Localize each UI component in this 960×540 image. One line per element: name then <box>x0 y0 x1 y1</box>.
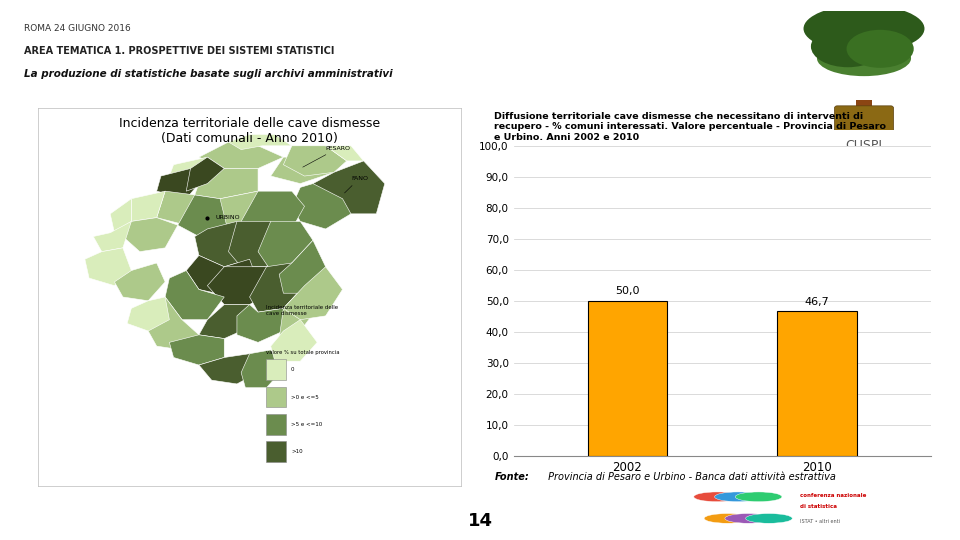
Bar <box>267 387 285 407</box>
Polygon shape <box>144 297 199 350</box>
Text: valore % su totale provincia: valore % su totale provincia <box>267 350 340 355</box>
Ellipse shape <box>817 40 911 76</box>
Polygon shape <box>169 335 225 365</box>
Text: Incidenza territoriale delle cave dismesse
(Dati comunali - Anno 2010): Incidenza territoriale delle cave dismes… <box>119 118 380 145</box>
Text: Diffusione territoriale cave dismesse che necessitano di interventi di
recupero : Diffusione territoriale cave dismesse ch… <box>494 112 886 141</box>
Ellipse shape <box>811 25 885 68</box>
Polygon shape <box>127 297 169 331</box>
Bar <box>267 360 285 380</box>
Circle shape <box>746 514 792 523</box>
Circle shape <box>704 514 751 523</box>
Text: conferenza nazionale: conferenza nazionale <box>800 493 867 498</box>
Polygon shape <box>279 240 325 293</box>
Polygon shape <box>250 263 304 312</box>
Polygon shape <box>283 146 347 176</box>
Polygon shape <box>258 221 313 271</box>
Circle shape <box>694 492 740 502</box>
Polygon shape <box>84 248 132 286</box>
FancyBboxPatch shape <box>834 106 894 132</box>
Text: CUSPI: CUSPI <box>846 139 882 152</box>
Text: AREA TEMATICA 1. PROSPETTIVE DEI SISTEMI STATISTICI: AREA TEMATICA 1. PROSPETTIVE DEI SISTEMI… <box>24 46 334 56</box>
Circle shape <box>735 492 782 502</box>
Bar <box>778 311 857 456</box>
Polygon shape <box>292 184 351 229</box>
Text: ISTAT • altri enti: ISTAT • altri enti <box>800 518 840 524</box>
Text: >0 e <=5: >0 e <=5 <box>291 395 319 400</box>
Text: FANO: FANO <box>345 176 368 193</box>
Polygon shape <box>241 191 304 237</box>
Polygon shape <box>241 350 283 388</box>
Polygon shape <box>186 157 225 191</box>
Polygon shape <box>279 286 317 339</box>
Polygon shape <box>165 271 225 320</box>
Polygon shape <box>313 161 385 214</box>
Polygon shape <box>156 191 207 225</box>
Polygon shape <box>178 195 241 237</box>
Ellipse shape <box>804 5 924 52</box>
Text: La produzione di statistiche basate sugli archivi amministrativi: La produzione di statistiche basate sugl… <box>24 69 393 79</box>
Text: PESARO: PESARO <box>302 146 350 167</box>
Circle shape <box>714 492 761 502</box>
Polygon shape <box>195 168 258 199</box>
Polygon shape <box>110 199 132 233</box>
Bar <box>856 100 872 130</box>
Text: Fonte:: Fonte: <box>494 472 529 483</box>
Polygon shape <box>199 305 250 339</box>
Polygon shape <box>169 157 225 184</box>
Circle shape <box>725 514 772 523</box>
Polygon shape <box>199 142 283 168</box>
Polygon shape <box>220 191 271 233</box>
Text: 0: 0 <box>291 367 295 373</box>
Polygon shape <box>271 157 334 184</box>
Polygon shape <box>207 267 275 305</box>
Polygon shape <box>325 146 364 161</box>
Polygon shape <box>271 320 317 361</box>
Polygon shape <box>114 263 165 301</box>
Polygon shape <box>199 354 258 384</box>
Bar <box>267 441 285 462</box>
Polygon shape <box>186 255 258 297</box>
Polygon shape <box>156 168 199 199</box>
Polygon shape <box>228 221 283 267</box>
Text: >10: >10 <box>291 449 302 454</box>
Text: >5 e <=10: >5 e <=10 <box>291 422 323 427</box>
Bar <box>267 414 285 435</box>
Polygon shape <box>195 221 258 267</box>
Polygon shape <box>228 134 292 150</box>
Ellipse shape <box>847 30 914 68</box>
Bar <box>588 301 667 456</box>
Text: URBINO: URBINO <box>216 215 240 220</box>
Polygon shape <box>283 267 343 320</box>
Polygon shape <box>93 221 132 252</box>
Text: 46,7: 46,7 <box>804 296 829 307</box>
Text: di statistica: di statistica <box>800 504 837 509</box>
Polygon shape <box>132 191 165 221</box>
Polygon shape <box>123 218 178 252</box>
Text: 14: 14 <box>468 512 492 530</box>
Text: ROMA 24 GIUGNO 2016: ROMA 24 GIUGNO 2016 <box>24 24 131 33</box>
Polygon shape <box>237 305 283 342</box>
Text: Provincia di Pesaro e Urbino - Banca dati attività estrattiva: Provincia di Pesaro e Urbino - Banca dat… <box>545 472 836 483</box>
Text: 50,0: 50,0 <box>615 286 639 296</box>
Text: Incidenza territoriale delle
cave dismesse: Incidenza territoriale delle cave dismes… <box>267 305 339 316</box>
